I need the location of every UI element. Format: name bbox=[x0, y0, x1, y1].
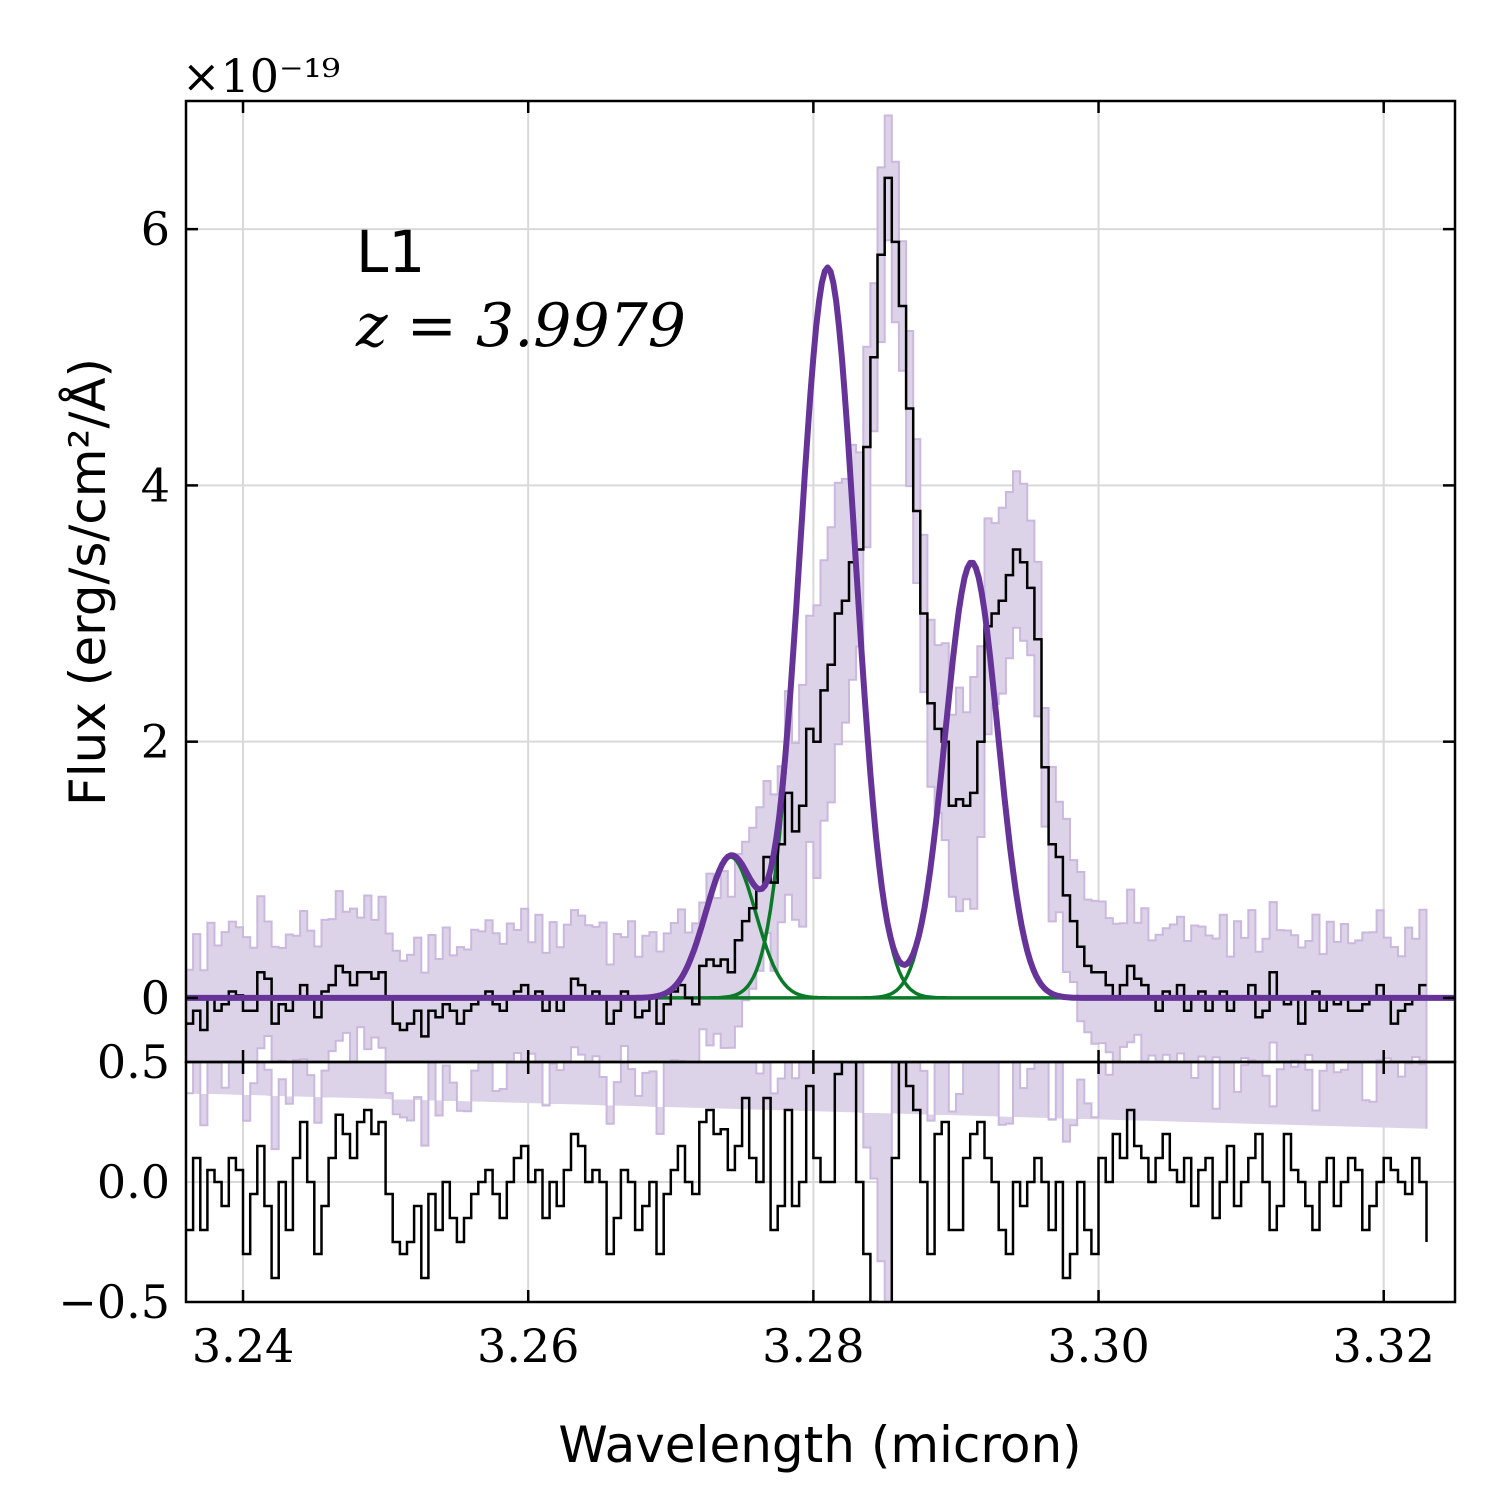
top-y-tick-label: 2 bbox=[141, 715, 170, 769]
x-tick-label: 3.24 bbox=[192, 1319, 294, 1373]
total-model-line bbox=[186, 264, 1455, 1001]
x-axis-title: Wavelength (micron) bbox=[558, 1416, 1081, 1474]
y-axis-title: Flux (erg/s/cm²/Å) bbox=[59, 358, 117, 806]
x-tick-labels: 3.24 3.26 3.28 3.30 3.32 bbox=[192, 1319, 1435, 1373]
axis-ticks bbox=[186, 101, 1455, 1302]
x-tick-label: 3.30 bbox=[1047, 1319, 1149, 1373]
bottom-y-tick-label: 0.5 bbox=[97, 1035, 170, 1089]
x-tick-label: 3.26 bbox=[477, 1319, 579, 1373]
bottom-panel-frame bbox=[184, 1060, 1457, 1304]
redshift-label: z = 3.9979 bbox=[355, 291, 686, 361]
top-y-tick-label: 0 bbox=[141, 971, 170, 1025]
object-label: L1 bbox=[356, 218, 425, 286]
residual-line bbox=[186, 1062, 1428, 1302]
y-offset-label: ×10⁻¹⁹ bbox=[182, 49, 340, 103]
top-y-tick-label: 4 bbox=[141, 458, 170, 512]
top-y-tick-label: 6 bbox=[141, 202, 170, 256]
x-tick-label: 3.28 bbox=[762, 1319, 864, 1373]
bottom-y-tick-label: 0.0 bbox=[97, 1155, 170, 1209]
bottom-y-tick-label: −0.5 bbox=[58, 1275, 170, 1329]
top-y-tick-labels: 0 2 4 6 bbox=[141, 202, 170, 1025]
bottom-y-tick-labels: −0.5 0.0 0.5 bbox=[58, 1035, 170, 1329]
x-tick-label: 3.32 bbox=[1332, 1319, 1434, 1373]
flux-error-band bbox=[186, 114, 1428, 1062]
